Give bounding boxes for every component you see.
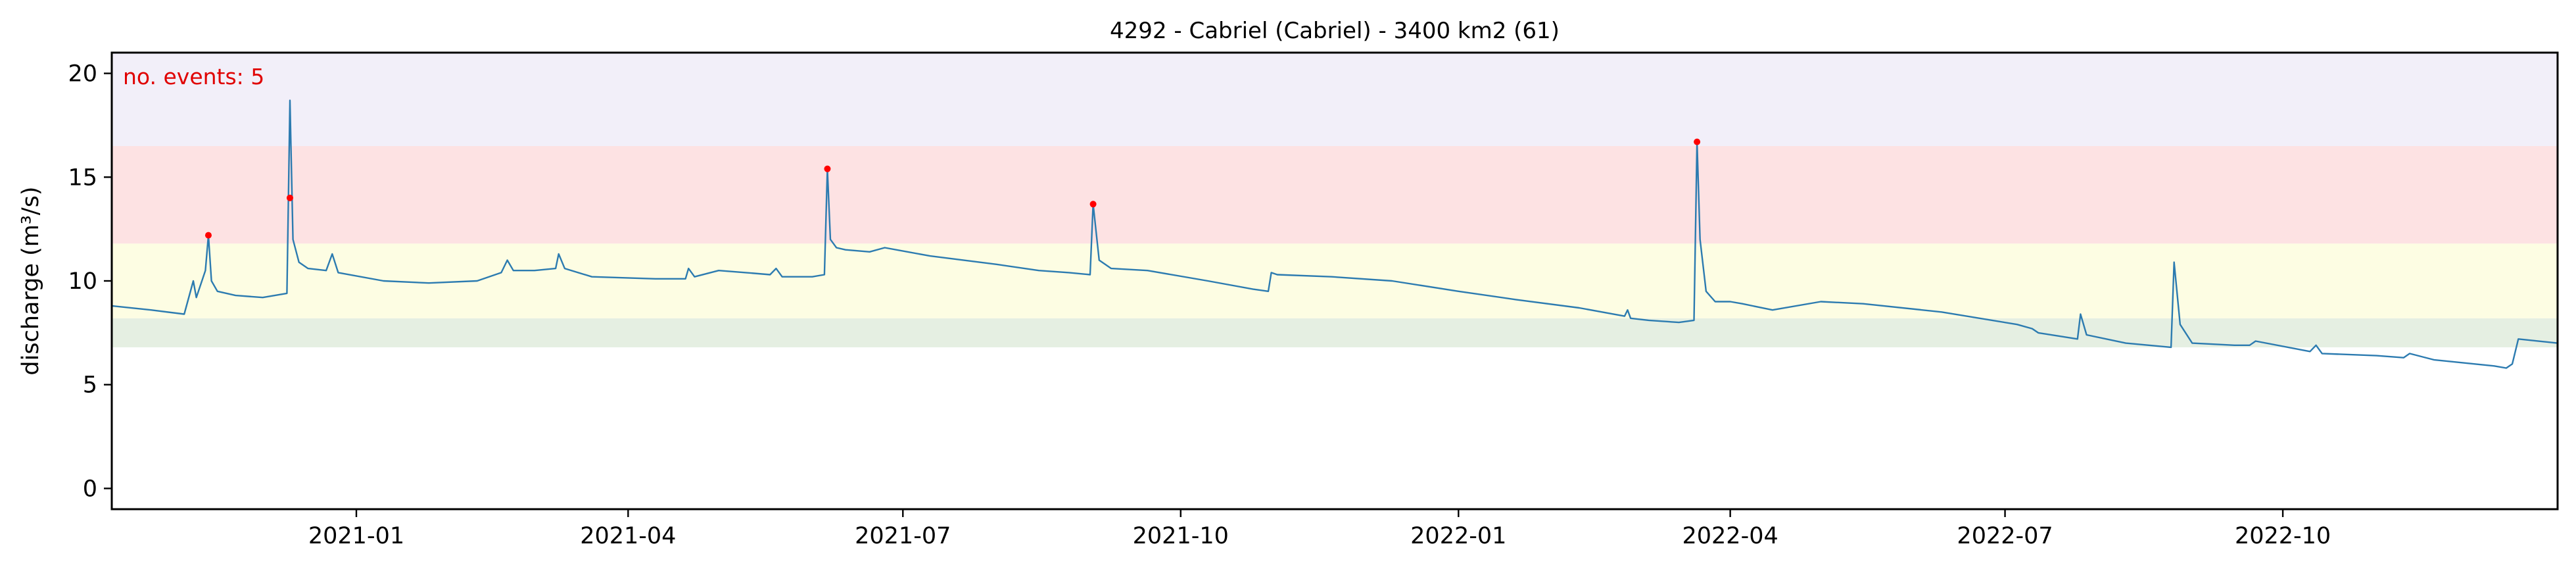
x-tick-label: 2021-01 [308,523,404,549]
threshold-band-4 [112,53,2558,146]
event-marker-2 [286,194,293,201]
threshold-band-2 [112,243,2558,318]
event-marker-1 [204,232,212,239]
x-tick-label: 2022-04 [1682,523,1778,549]
threshold-band-1 [112,318,2558,347]
discharge-line-1 [111,99,2558,369]
events-count-annotation: no. events: 5 [123,64,264,89]
event-markers [204,138,1701,239]
y-tick-label: 15 [68,164,97,191]
x-tick-label: 2021-04 [580,523,676,549]
threshold-band-3 [112,145,2558,244]
y-tick-label: 0 [83,476,97,502]
threshold-bands [112,53,2558,347]
x-tick-label: 2022-01 [1410,523,1506,549]
x-tick-label: 2021-10 [1133,523,1229,549]
x-tick-label: 2021-07 [855,523,951,549]
event-marker-4 [1089,201,1097,208]
event-marker-5 [1694,138,1701,145]
x-tick-label: 2022-10 [2235,523,2331,549]
x-tick-label: 2022-07 [1957,523,2053,549]
y-axis-label: discharge (m³/s) [18,186,44,375]
y-tick-label: 10 [68,268,97,295]
y-tick-label: 5 [83,372,97,399]
y-axis-ticks: 0 5 10 15 20 [68,61,112,502]
chart-title: 4292 - Cabriel (Cabriel) - 3400 km2 (61) [1110,18,1560,44]
y-tick-label: 20 [68,61,97,87]
x-axis-ticks: 2021-01 2021-04 2021-07 2021-10 2022-01 2022-… [308,509,2331,549]
event-marker-3 [824,165,831,172]
discharge-series [111,99,2558,369]
